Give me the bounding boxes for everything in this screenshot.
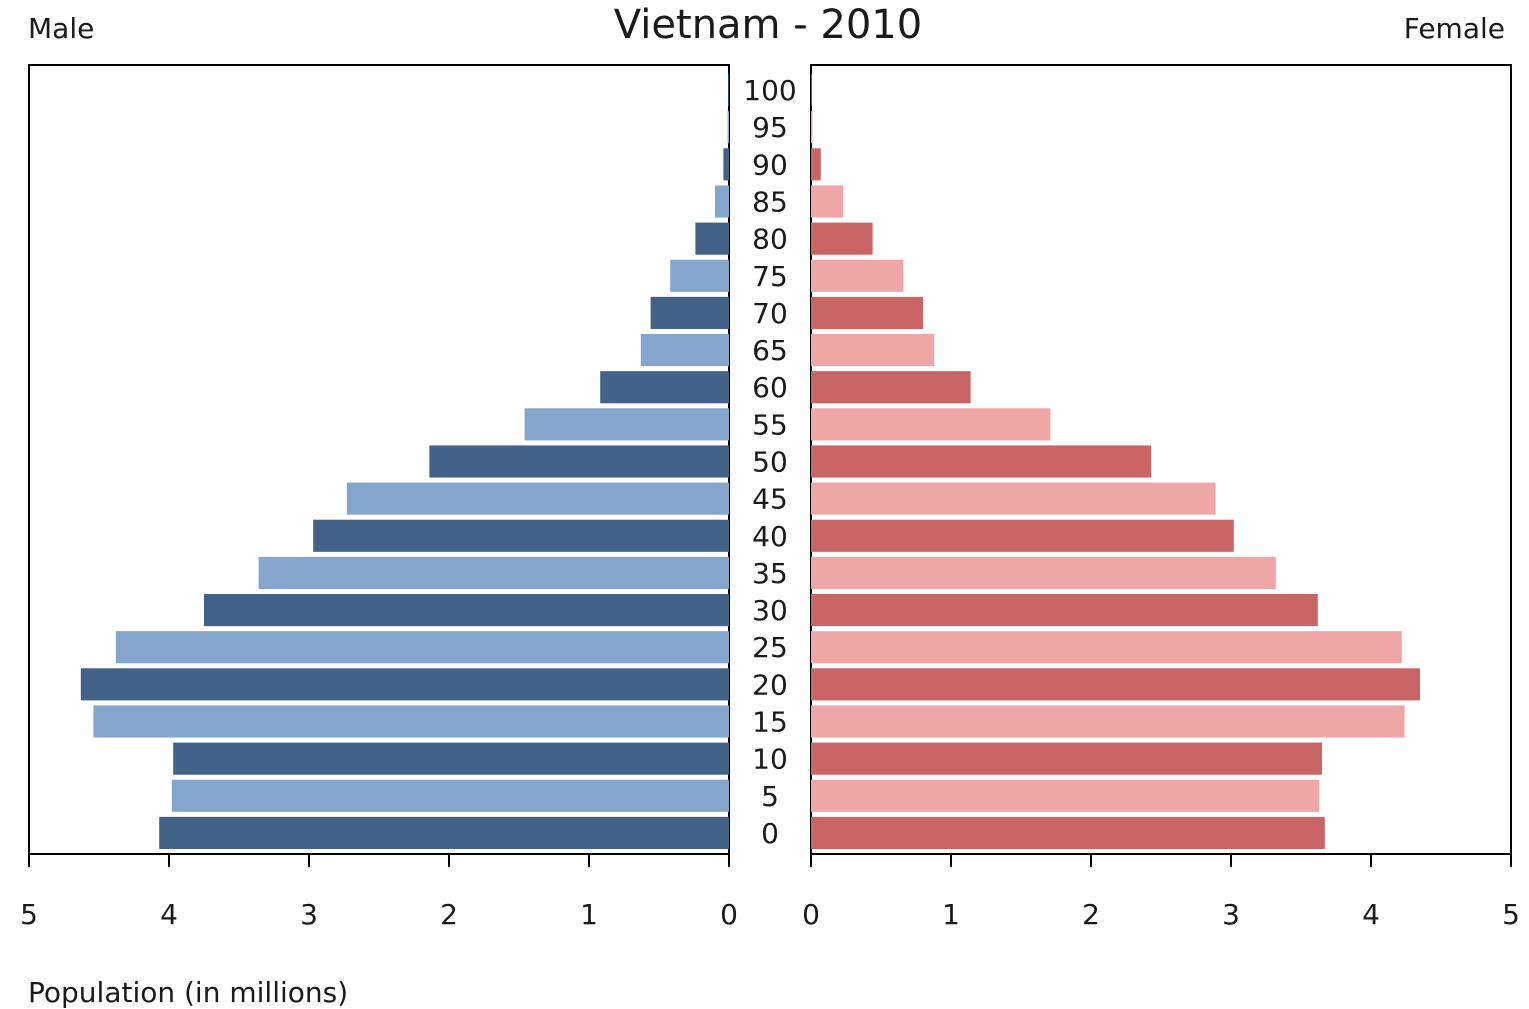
age-label-20: 20 [752, 668, 788, 701]
male-bar-age-55 [524, 408, 729, 441]
male-bar-age-5 [171, 779, 730, 812]
male-bar-age-45 [346, 482, 729, 515]
age-label-80: 80 [752, 223, 788, 256]
female-bar-age-95 [811, 111, 813, 144]
female-bar-age-20 [811, 668, 1420, 701]
chart-title: Vietnam - 2010 [614, 2, 922, 48]
age-label-40: 40 [752, 520, 788, 553]
male-bar-age-40 [313, 519, 729, 552]
female-bar-age-0 [811, 816, 1325, 849]
female-bar-age-90 [811, 148, 821, 181]
male-bar-age-0 [159, 816, 729, 849]
male-x-tick-label-0: 0 [720, 898, 738, 931]
male-label: Male [28, 12, 94, 45]
female-bar-age-55 [811, 408, 1051, 441]
female-bar-age-10 [811, 742, 1322, 775]
age-label-85: 85 [752, 186, 788, 219]
male-x-tick-label-2: 2 [440, 898, 458, 931]
female-bar-age-65 [811, 334, 935, 367]
female-bar-age-35 [811, 556, 1276, 589]
age-label-30: 30 [752, 594, 788, 627]
age-label-95: 95 [752, 111, 788, 144]
age-label-60: 60 [752, 371, 788, 404]
age-label-100: 100 [743, 74, 796, 107]
age-label-0: 0 [761, 817, 779, 850]
female-x-tick-label-3: 3 [1222, 898, 1240, 931]
female-bar-age-75 [811, 259, 904, 292]
male-x-tick-label-3: 3 [300, 898, 318, 931]
female-x-tick-label-5: 5 [1502, 898, 1520, 931]
male-bar-age-20 [80, 668, 730, 701]
age-label-25: 25 [752, 631, 788, 664]
male-x-tick-label-4: 4 [160, 898, 178, 931]
age-label-45: 45 [752, 483, 788, 516]
male-bar-age-50 [429, 445, 729, 478]
age-label-5: 5 [761, 780, 779, 813]
age-label-90: 90 [752, 148, 788, 181]
female-bars [811, 74, 1420, 849]
female-bar-age-85 [811, 185, 844, 218]
female-bar-age-70 [811, 296, 923, 329]
male-bar-age-90 [723, 148, 729, 181]
male-bar-age-30 [204, 594, 729, 627]
female-bar-age-50 [811, 445, 1152, 478]
male-x-axis: 0 1 2 3 4 5 [20, 854, 738, 931]
female-x-tick-label-2: 2 [1082, 898, 1100, 931]
female-bar-age-30 [811, 594, 1318, 627]
female-bar-age-15 [811, 705, 1405, 738]
male-bar-age-70 [650, 296, 729, 329]
age-label-70: 70 [752, 297, 788, 330]
male-bar-age-60 [600, 371, 729, 404]
female-bar-age-5 [811, 779, 1320, 812]
male-x-tick-label-1: 1 [580, 898, 598, 931]
male-bar-age-65 [640, 334, 729, 367]
age-label-55: 55 [752, 408, 788, 441]
male-bar-age-35 [258, 556, 729, 589]
male-bar-age-85 [715, 185, 729, 218]
male-bar-age-95 [727, 111, 729, 144]
age-label-35: 35 [752, 557, 788, 590]
male-bar-age-10 [173, 742, 729, 775]
female-bar-age-80 [811, 222, 873, 255]
age-labels: 0 5 10 15 20 25 30 35 40 45 50 55 60 65 70 75 80 85 90 95 10… [743, 74, 796, 850]
female-bar-age-40 [811, 519, 1234, 552]
male-bar-age-25 [115, 631, 730, 664]
female-x-axis: 0 1 2 3 4 5 [802, 854, 1520, 931]
age-label-65: 65 [752, 334, 788, 367]
x-axis-label: Population (in millions) [28, 976, 348, 1009]
female-x-tick-label-4: 4 [1362, 898, 1380, 931]
male-x-tick-label-5: 5 [20, 898, 38, 931]
age-label-10: 10 [752, 743, 788, 776]
male-bar-age-15 [93, 705, 729, 738]
female-bar-age-100 [811, 74, 812, 107]
male-bars [80, 74, 730, 849]
female-x-tick-label-0: 0 [802, 898, 820, 931]
age-label-75: 75 [752, 260, 788, 293]
age-label-15: 15 [752, 706, 788, 739]
female-bar-age-60 [811, 371, 971, 404]
age-label-50: 50 [752, 446, 788, 479]
female-x-tick-label-1: 1 [942, 898, 960, 931]
male-bar-age-100 [728, 74, 729, 107]
male-bar-age-75 [670, 259, 729, 292]
male-bar-age-80 [695, 222, 729, 255]
female-label: Female [1404, 12, 1505, 45]
female-bar-age-45 [811, 482, 1216, 515]
female-bar-age-25 [811, 631, 1402, 664]
